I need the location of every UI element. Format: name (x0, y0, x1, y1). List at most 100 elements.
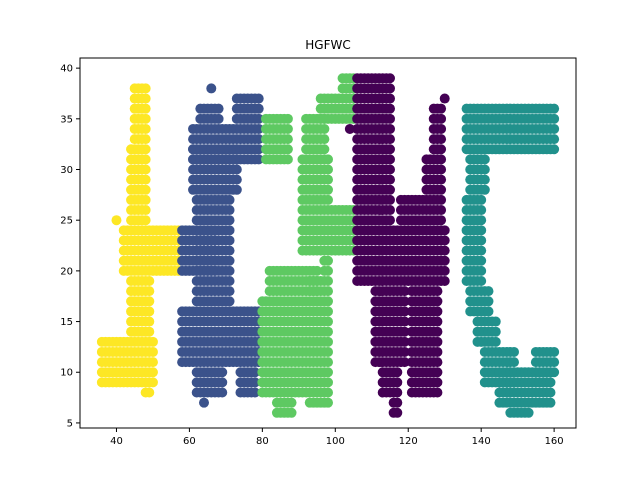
data-point (144, 286, 155, 297)
data-point (282, 144, 293, 155)
data-point (436, 154, 447, 165)
data-point (312, 286, 323, 297)
data-point (549, 357, 560, 368)
data-point (432, 316, 443, 327)
data-point (476, 205, 487, 216)
data-point (323, 184, 333, 195)
data-point (323, 296, 333, 307)
data-point (224, 276, 235, 287)
data-point (147, 336, 158, 347)
x-tick-label: 60 (183, 436, 196, 447)
data-point (323, 336, 333, 347)
data-point (253, 154, 264, 165)
data-point (213, 103, 224, 114)
data-point (253, 144, 264, 155)
data-point (436, 113, 447, 124)
data-point (144, 326, 155, 337)
data-points (96, 73, 560, 418)
series-c (461, 103, 560, 418)
data-point (439, 235, 450, 246)
data-point (385, 215, 395, 226)
data-point (224, 225, 235, 236)
data-point (399, 306, 410, 317)
data-point (206, 83, 217, 94)
data-point (439, 265, 450, 276)
data-point (436, 123, 447, 134)
data-point (399, 326, 410, 337)
data-point (140, 123, 151, 134)
series-w (344, 73, 450, 418)
y-tick-label: 10 (60, 368, 73, 379)
data-point (344, 123, 355, 134)
data-point (224, 194, 235, 205)
data-point (392, 397, 403, 408)
x-tick-label: 160 (545, 436, 564, 447)
y-axis: 5 10 15 20 25 30 35 40 (60, 64, 80, 429)
data-point (432, 296, 443, 307)
data-point (323, 316, 333, 327)
data-point (224, 205, 235, 216)
data-point (319, 144, 330, 155)
y-tick-label: 40 (60, 64, 73, 75)
data-point (231, 184, 242, 195)
data-point (147, 357, 158, 368)
data-point (509, 357, 519, 368)
data-point (385, 164, 395, 175)
data-point (253, 113, 264, 124)
y-tick-label: 35 (60, 114, 73, 125)
data-point (111, 215, 122, 226)
data-point (439, 93, 450, 104)
data-point (490, 336, 501, 347)
data-point (549, 367, 560, 378)
data-point (199, 397, 209, 408)
data-point (476, 245, 487, 256)
data-point (385, 144, 395, 155)
data-point (323, 387, 333, 398)
data-point (483, 306, 494, 317)
data-point (549, 123, 560, 134)
data-point (549, 144, 560, 155)
data-point (432, 377, 443, 388)
data-point (282, 134, 293, 145)
data-point (323, 397, 333, 408)
data-point (385, 134, 395, 145)
data-point (282, 113, 293, 124)
data-point (436, 215, 447, 226)
data-point (140, 113, 151, 124)
data-point (140, 103, 151, 114)
data-point (323, 377, 333, 388)
data-point (323, 346, 333, 357)
data-point (140, 184, 151, 195)
axes-frame (79, 57, 577, 429)
data-point (282, 123, 293, 134)
data-point (476, 265, 487, 276)
data-point (392, 377, 403, 388)
series-h (96, 83, 184, 398)
data-point (392, 367, 403, 378)
x-tick-label: 80 (256, 436, 269, 447)
data-point (312, 276, 323, 287)
y-tick-label: 15 (60, 317, 73, 328)
data-point (479, 164, 490, 175)
data-point (140, 164, 151, 175)
data-point (432, 336, 443, 347)
data-point (545, 377, 556, 388)
data-point (399, 296, 410, 307)
data-point (385, 184, 395, 195)
data-point (323, 255, 333, 266)
data-point (436, 174, 447, 185)
data-point (147, 346, 158, 357)
data-point (476, 225, 487, 236)
data-point (483, 296, 494, 307)
data-point (323, 326, 333, 337)
data-point (432, 286, 443, 297)
data-point (439, 245, 450, 256)
data-point (545, 387, 556, 398)
data-point (523, 407, 534, 418)
data-point (385, 93, 395, 104)
data-point (224, 245, 235, 256)
data-point (392, 387, 403, 398)
data-point (479, 154, 490, 165)
data-point (253, 134, 264, 145)
data-point (144, 316, 155, 327)
